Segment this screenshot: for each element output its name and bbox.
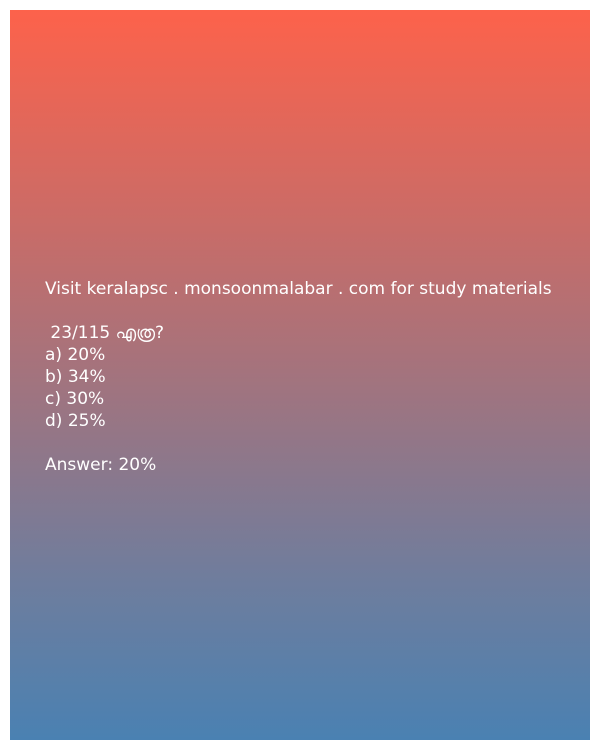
- visit-text: Visit keralapsc . monsoonmalabar . com f…: [45, 279, 552, 299]
- question-card: Visit keralapsc . monsoonmalabar . com f…: [10, 10, 590, 740]
- spacer: [45, 300, 580, 322]
- option-a: a) 20%: [45, 345, 106, 365]
- question-content: Visit keralapsc . monsoonmalabar . com f…: [45, 278, 580, 476]
- option-b: b) 34%: [45, 367, 106, 387]
- option-d: d) 25%: [45, 411, 106, 431]
- spacer: [45, 432, 580, 454]
- answer-text: Answer: 20%: [45, 455, 157, 475]
- question-text: 23/115 എത്ര?: [45, 323, 164, 343]
- option-c: c) 30%: [45, 389, 105, 409]
